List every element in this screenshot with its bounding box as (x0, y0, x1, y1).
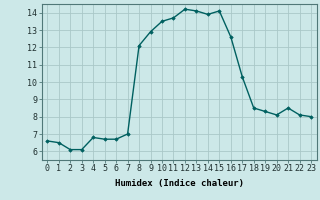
X-axis label: Humidex (Indice chaleur): Humidex (Indice chaleur) (115, 179, 244, 188)
